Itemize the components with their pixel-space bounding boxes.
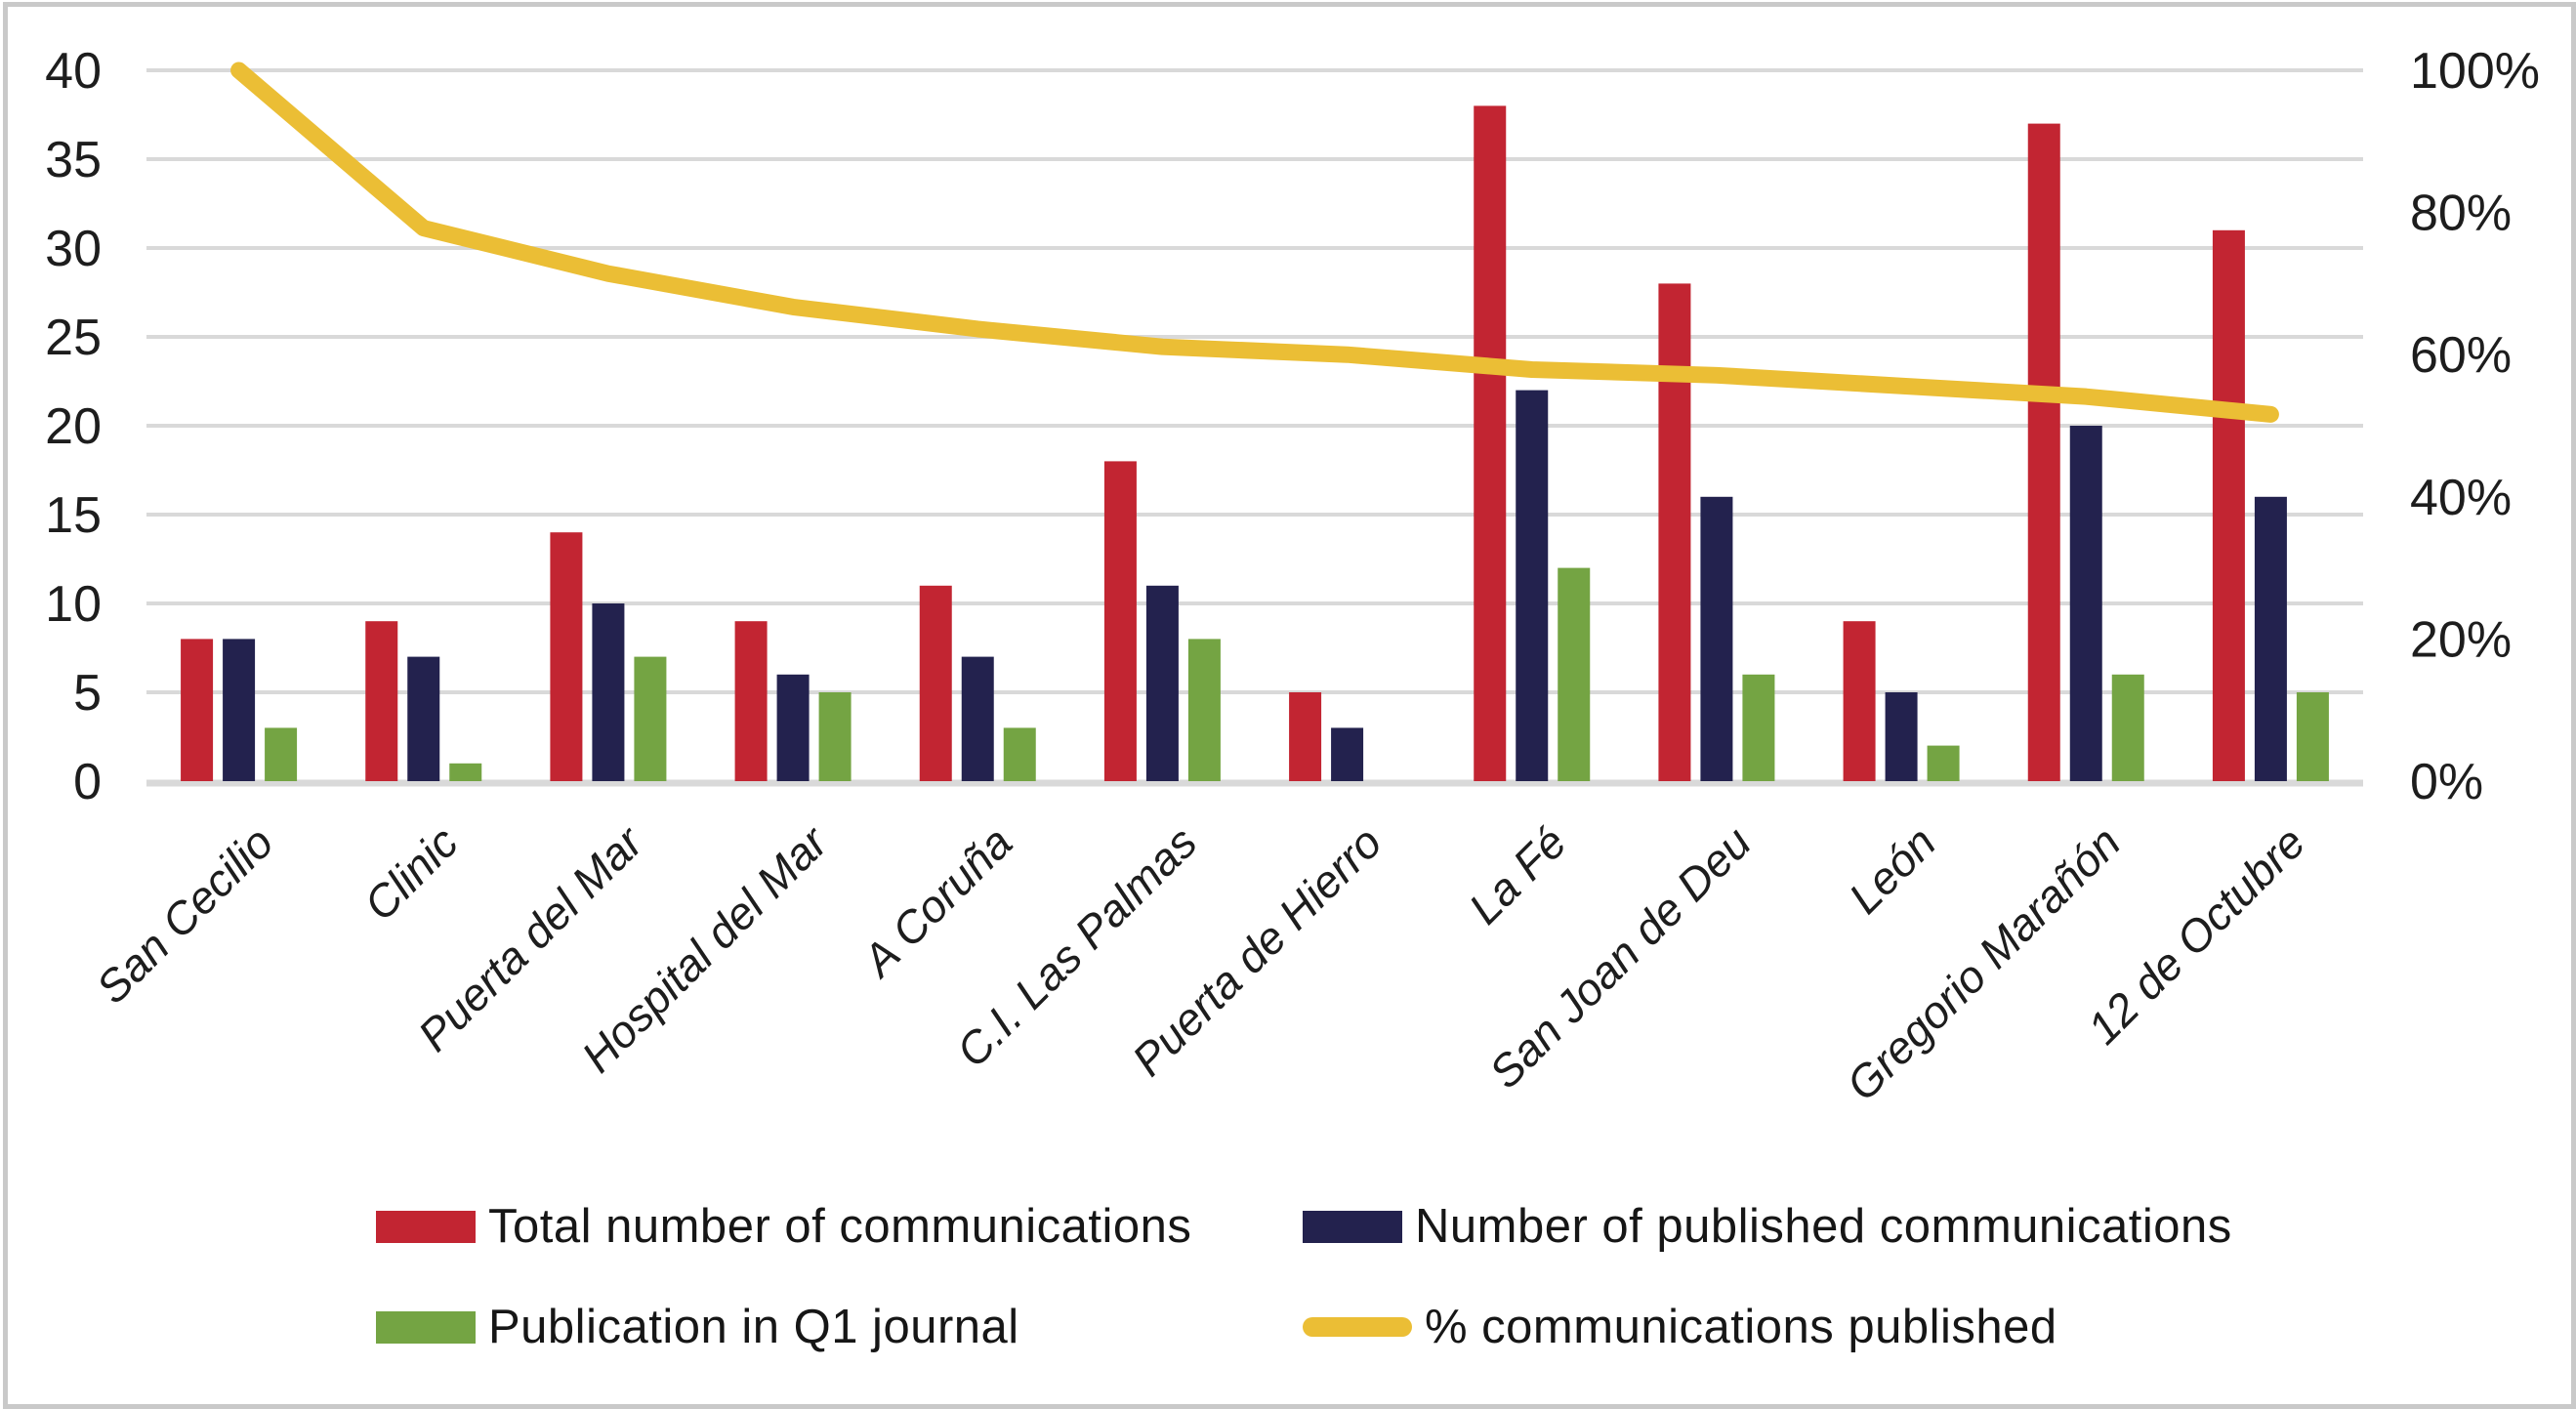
svg-text:20: 20	[45, 398, 102, 455]
svg-text:0%: 0%	[2410, 754, 2483, 810]
legend-swatch-red	[376, 1210, 476, 1243]
svg-text:20%: 20%	[2410, 611, 2512, 668]
svg-text:40%: 40%	[2410, 470, 2512, 526]
bar-series	[181, 105, 2329, 782]
svg-text:15: 15	[45, 487, 102, 544]
svg-text:60%: 60%	[2410, 327, 2512, 384]
svg-text:30: 30	[45, 221, 102, 277]
legend-swatch-yellow-line	[1303, 1317, 1412, 1337]
legend-item-total: Total number of communications	[376, 1195, 1191, 1258]
svg-text:40: 40	[45, 43, 102, 100]
legend-label: Number of published communications	[1415, 1200, 2232, 1253]
legend-label: Publication in Q1 journal	[488, 1301, 1019, 1353]
svg-text:0: 0	[73, 754, 102, 810]
legend-swatch-navy	[1303, 1210, 1402, 1243]
svg-text:100%: 100%	[2410, 43, 2540, 100]
svg-text:35: 35	[45, 132, 102, 188]
right-axis-tick-labels: 0% 20% 40% 60% 80% 100%	[2410, 43, 2540, 810]
svg-text:80%: 80%	[2410, 186, 2512, 242]
line-series	[230, 62, 2279, 423]
svg-text:5: 5	[73, 665, 102, 722]
gridlines	[146, 68, 2363, 787]
legend-item-q1: Publication in Q1 journal	[376, 1296, 1019, 1358]
legend-label: Total number of communications	[488, 1200, 1192, 1253]
legend-swatch-green	[376, 1310, 476, 1344]
legend-item-percent: % communications published	[1303, 1296, 2057, 1358]
svg-text:25: 25	[45, 310, 102, 366]
left-axis-tick-labels: 0 5 10 15 20 25 30 35 40	[45, 43, 102, 810]
svg-text:10: 10	[45, 576, 102, 633]
legend-item-published: Number of published communications	[1303, 1195, 2232, 1258]
legend-label: % communications published	[1425, 1301, 2057, 1353]
